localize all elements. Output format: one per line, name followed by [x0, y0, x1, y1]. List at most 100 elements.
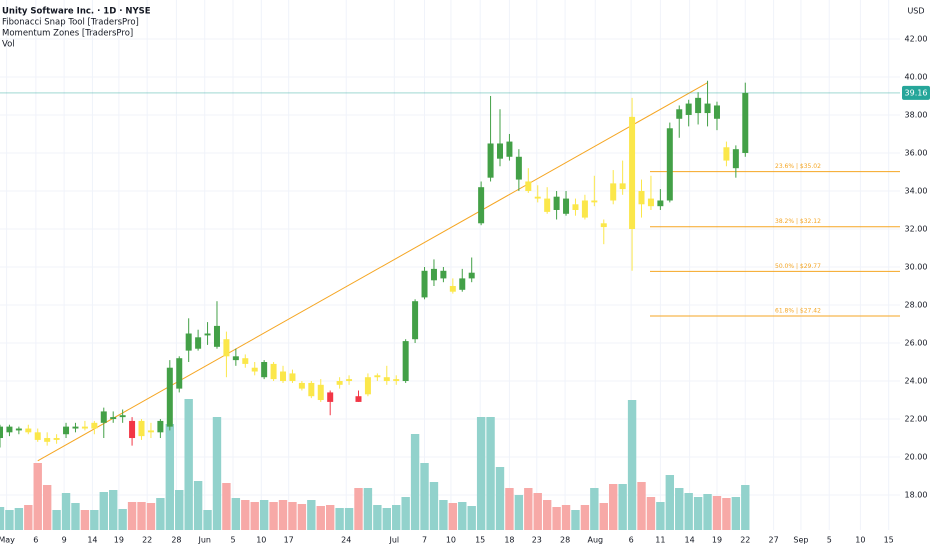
candle-body — [563, 198, 570, 214]
fib-label: 50.0% | $29.77 — [775, 263, 821, 270]
x-tick-label: 7 — [422, 536, 427, 545]
x-tick-label: 19 — [712, 536, 722, 545]
volume-bar — [42, 485, 52, 530]
x-tick-label: 15 — [884, 536, 894, 545]
volume-bar — [703, 494, 712, 530]
volume-bar — [637, 482, 646, 530]
candle-body — [223, 339, 230, 357]
x-tick-label: 15 — [475, 536, 485, 545]
candle-body — [695, 97, 702, 114]
candle-body — [72, 426, 79, 429]
candle-body — [723, 147, 730, 161]
candle-body — [166, 367, 173, 427]
volume-bar — [599, 503, 608, 530]
x-tick-label: Jul — [389, 536, 400, 545]
candle-body — [147, 430, 154, 433]
candle-body — [468, 272, 475, 279]
volume-bar — [571, 510, 580, 530]
volume-bar — [297, 504, 307, 530]
x-tick-label: 14 — [685, 536, 695, 545]
volume-bar — [222, 483, 231, 530]
volume-bar — [420, 463, 429, 530]
y-tick-label: 34.00 — [905, 186, 928, 195]
x-tick-label: 10 — [256, 536, 266, 545]
volume-bar — [250, 502, 259, 530]
grid — [0, 0, 900, 530]
x-tick-label: 5 — [230, 536, 235, 545]
volume-bar — [712, 496, 722, 530]
candle-body — [591, 200, 598, 203]
candle-body — [355, 396, 362, 402]
volume-bar — [467, 506, 476, 530]
y-tick-label: 36.00 — [905, 148, 928, 157]
candles — [0, 80, 749, 448]
volume-bar — [429, 482, 439, 530]
x-tick-label: 27 — [768, 536, 778, 545]
volume-bar — [533, 493, 542, 530]
y-tick-label: 28.00 — [905, 301, 928, 310]
x-tick-label: 28 — [560, 536, 570, 545]
y-tick-label: 24.00 — [905, 377, 928, 386]
volume-bar — [646, 497, 656, 530]
volume-bar — [722, 498, 731, 530]
candle-body — [515, 156, 522, 180]
volume-bar — [627, 400, 637, 530]
volume-bar — [363, 488, 373, 530]
candle-body — [100, 411, 107, 423]
candle-body — [713, 105, 720, 119]
candle-body — [119, 415, 126, 418]
candle-body — [280, 371, 287, 382]
volume-bar — [741, 485, 750, 530]
candle-body — [185, 333, 192, 351]
axes: 18.00 20.00 22.00 24.00 26.00 28.00 30.00 32.00… — [0, 34, 930, 545]
fib-label: 38.2% | $32.12 — [775, 218, 821, 225]
candle-body — [449, 285, 456, 292]
candle-body — [63, 426, 70, 435]
candle-body — [647, 198, 654, 207]
volume-bar — [580, 505, 590, 530]
candle-body — [544, 198, 551, 212]
candle-body — [383, 377, 390, 382]
last-price-label: 39.16 — [905, 88, 928, 97]
x-tick-label: 14 — [87, 536, 97, 545]
y-tick-label: 30.00 — [905, 262, 928, 271]
candle-body — [138, 420, 145, 437]
candle-body — [195, 337, 202, 349]
volume-bar — [118, 509, 127, 530]
candle-body — [261, 362, 268, 378]
volume-bar — [486, 417, 495, 530]
x-tick-label: 28 — [171, 536, 181, 545]
volume-bar — [71, 503, 80, 530]
candle-body — [34, 432, 41, 440]
candle-body — [629, 116, 636, 229]
candle-body — [440, 270, 447, 279]
candle-body — [270, 363, 277, 380]
indicator-label: Fibonacci Snap Tool [TradersPro] — [2, 18, 139, 28]
x-tick-label: Sep — [793, 536, 808, 545]
candle-body — [374, 375, 381, 378]
indicator-label: Vol — [2, 40, 15, 50]
x-tick-label: 10 — [446, 536, 456, 545]
x-tick-label: 6 — [629, 536, 634, 545]
candle-body — [298, 382, 305, 389]
volume-bar — [5, 510, 14, 530]
volume-bar — [90, 510, 99, 530]
candle-body — [676, 109, 683, 119]
candle-body — [657, 200, 664, 207]
candle-body — [327, 392, 334, 402]
candle-body — [289, 373, 296, 382]
x-tick-label: May — [0, 536, 15, 545]
x-tick-label: Jun — [197, 536, 211, 545]
volume-bar — [203, 510, 212, 530]
candle-body — [0, 426, 3, 439]
y-tick-label: 18.00 — [905, 491, 928, 500]
x-tick-label: 23 — [532, 536, 542, 545]
candle-body — [742, 92, 749, 153]
x-tick-label: 22 — [740, 536, 750, 545]
candle-body — [666, 128, 673, 201]
volume-bar — [184, 399, 193, 530]
y-tick-label: 22.00 — [905, 415, 928, 424]
x-tick-label: 24 — [341, 536, 351, 545]
candle-body — [176, 358, 183, 389]
